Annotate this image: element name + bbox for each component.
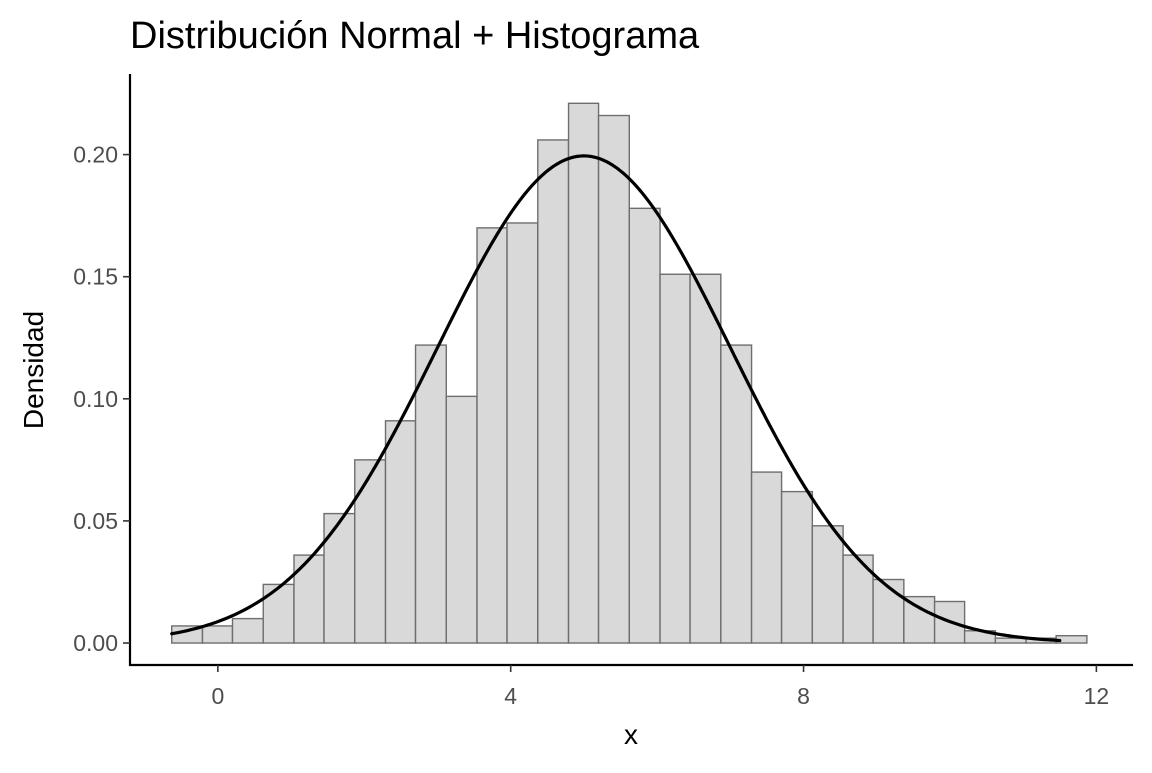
histogram-bar-7: [384, 420, 417, 644]
histogram-bar-24: [903, 595, 936, 644]
histogram-bar-13: [567, 102, 600, 644]
histogram-bar-12: [537, 139, 570, 644]
x-axis-ticks: 0 4 8 12: [211, 665, 1109, 709]
histogram-bar-2: [231, 617, 264, 644]
histogram-bar-3: [262, 583, 295, 644]
histogram-bar-18: [720, 344, 753, 644]
y-tick-label: 0.05: [73, 508, 118, 534]
histogram-bars: [171, 102, 1088, 644]
x-tick-label: 8: [797, 683, 810, 709]
y-tick-label: 0.00: [73, 630, 118, 656]
histogram-bar-19: [750, 471, 783, 644]
y-tick-label: 0.10: [73, 386, 118, 412]
histogram-bar-8: [414, 344, 447, 644]
y-tick-label: 0.20: [73, 142, 118, 168]
histogram-bar-11: [506, 222, 539, 644]
histogram-bar-6: [354, 459, 387, 644]
y-axis-ticks: 0.00 0.05 0.10 0.15 0.20: [73, 142, 130, 656]
histogram-bar-1: [201, 625, 234, 644]
histogram-bar-20: [780, 490, 814, 644]
normal-curve-layer: [170, 154, 1062, 643]
normal-density-curve: [170, 154, 1062, 643]
histogram-bar-21: [811, 525, 844, 644]
histogram-bar-17: [689, 273, 722, 644]
x-tick-label: 0: [211, 683, 224, 709]
y-tick-label: 0.15: [73, 264, 118, 290]
x-tick-label: 12: [1084, 683, 1110, 709]
chart-title: Distribución Normal + Histograma: [130, 15, 700, 57]
y-axis-title: Densidad: [18, 311, 49, 429]
x-tick-label: 4: [504, 683, 517, 709]
histogram-bar-15: [628, 207, 661, 644]
histogram-bar-5: [323, 512, 356, 644]
histogram-bar-10: [476, 227, 508, 644]
histogram-bar-9: [445, 395, 478, 644]
histogram-bar-14: [597, 114, 630, 644]
x-axis-title: x: [624, 719, 638, 750]
histogram-bar-23: [872, 578, 905, 644]
histogram-bar-16: [659, 273, 691, 644]
